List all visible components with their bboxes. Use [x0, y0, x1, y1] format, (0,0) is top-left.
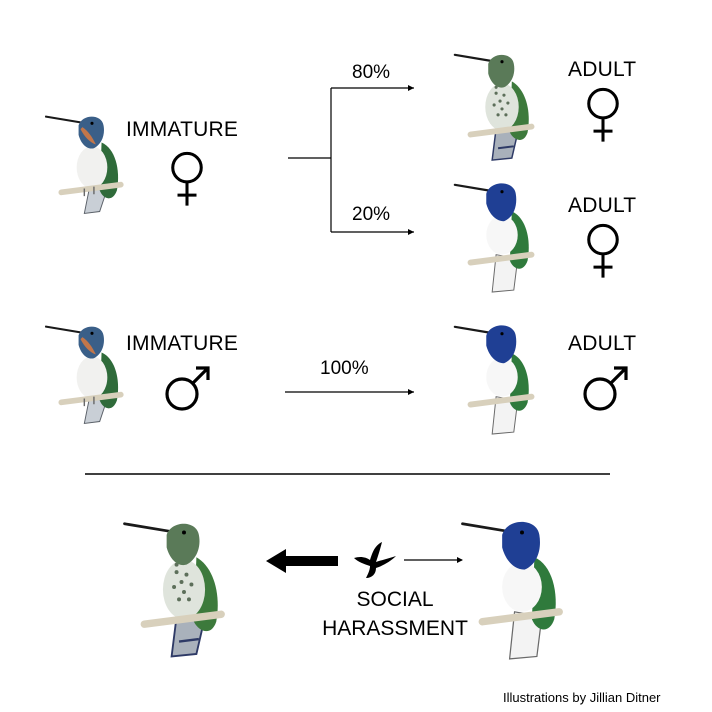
branch-percent-20: 20%	[352, 204, 391, 225]
branch-percent-80: 80%	[352, 62, 391, 83]
caption-line-1: SOCIAL	[356, 588, 434, 611]
thick-arrow-left-icon	[266, 549, 338, 573]
green-plumage-bird-illustration	[122, 508, 246, 666]
immature-male-label: IMMATURE	[126, 332, 239, 355]
male-symbol-icon	[162, 364, 212, 414]
social-harassment-caption: SOCIAL HARASSMENT	[300, 585, 490, 643]
adult-male-label: ADULT	[568, 332, 637, 355]
female-symbol-icon	[584, 222, 622, 280]
branch-percent-100: 100%	[320, 358, 369, 379]
adult-male-blue-bird-illustration	[452, 318, 552, 436]
adult-female-label-1: ADULT	[568, 58, 637, 81]
female-symbol-icon	[584, 86, 622, 144]
hummingbird-silhouette-icon	[354, 542, 396, 578]
adult-female-green-bird-illustration	[452, 46, 552, 164]
illustration-credit: Illustrations by Jillian Ditner	[503, 690, 661, 705]
adult-female-label-2: ADULT	[568, 194, 637, 217]
male-symbol-icon	[580, 364, 630, 414]
adult-female-blue-bird-illustration	[452, 176, 552, 294]
immature-female-label: IMMATURE	[126, 118, 239, 141]
caption-line-2: HARASSMENT	[322, 617, 468, 640]
